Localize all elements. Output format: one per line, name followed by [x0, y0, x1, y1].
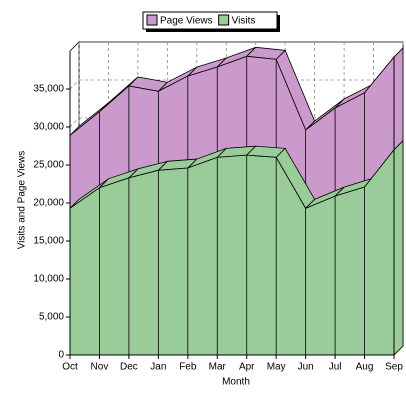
x-tick-label: May — [267, 362, 286, 373]
legend-box — [142, 11, 278, 30]
grid-line — [69, 79, 80, 90]
x-tick-label: Oct — [62, 362, 78, 373]
x-axis-label: Month — [222, 377, 250, 388]
x-tick-label: Feb — [179, 362, 197, 373]
y-tick-label: 10,000 — [33, 274, 64, 285]
x-tick-label: Sep — [385, 362, 403, 373]
legend-swatch — [146, 14, 158, 26]
y-tick-label: 15,000 — [33, 236, 64, 247]
x-tick-label: Nov — [91, 362, 109, 373]
x-tick-label: Jun — [298, 362, 314, 373]
y-tick-label: 25,000 — [33, 160, 64, 171]
x-tick-label: Dec — [120, 362, 138, 373]
y-tick-label: 0 — [58, 350, 64, 361]
legend-label: Page Views — [160, 16, 213, 27]
grid-line — [69, 117, 80, 128]
legend-label: Visits — [232, 16, 256, 27]
legend-swatch — [218, 14, 230, 26]
y-tick-label: 30,000 — [33, 122, 64, 133]
y-tick-label: 35,000 — [33, 84, 64, 95]
y-tick-label: 5,000 — [39, 312, 64, 323]
x-tick-label: Aug — [356, 362, 374, 373]
x-tick-label: Jul — [329, 362, 342, 373]
x-tick-label: Apr — [239, 362, 255, 373]
area-side — [393, 139, 404, 356]
y-tick-label: 20,000 — [33, 198, 64, 209]
y-axis-label: Visits and Page Views — [17, 151, 28, 250]
x-tick-label: Mar — [209, 362, 227, 373]
x-tick-label: Jan — [150, 362, 166, 373]
